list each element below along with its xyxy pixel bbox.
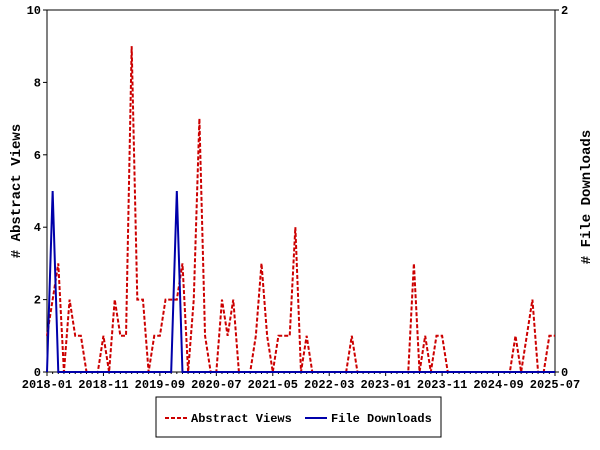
x-tick-label: 2023-01 — [360, 378, 410, 392]
x-tick-label: 2023-11 — [417, 378, 467, 392]
x-tick-label: 2022-03 — [304, 378, 354, 392]
legend-label: File Downloads — [331, 412, 432, 426]
y2-tick-label: 2 — [561, 4, 568, 18]
x-tick-label: 2019-09 — [135, 378, 185, 392]
y2-axis-title: # File Downloads — [579, 130, 595, 264]
series-line — [46, 46, 555, 373]
y-axis-title: # Abstract Views — [9, 124, 25, 258]
y-tick-label: 4 — [34, 221, 41, 235]
legend-label: Abstract Views — [191, 412, 292, 426]
x-tick-label: 2020-07 — [191, 378, 241, 392]
y2-tick-label: 0 — [561, 366, 568, 380]
y-tick-label: 2 — [34, 294, 41, 308]
series-line — [46, 190, 555, 373]
y-tick-label: 6 — [34, 149, 41, 163]
x-tick-label: 2024-09 — [473, 378, 523, 392]
y-tick-label: 0 — [34, 366, 41, 380]
y-tick-label: 8 — [34, 76, 41, 90]
y-tick-label: 10 — [27, 4, 41, 18]
x-tick-label: 2025-07 — [530, 378, 580, 392]
x-tick-label: 2021-05 — [248, 378, 298, 392]
x-tick-label: 2018-11 — [78, 378, 128, 392]
plot-frame — [46, 9, 556, 373]
x-tick-label: 2018-01 — [22, 378, 72, 392]
legend-box — [155, 396, 442, 438]
